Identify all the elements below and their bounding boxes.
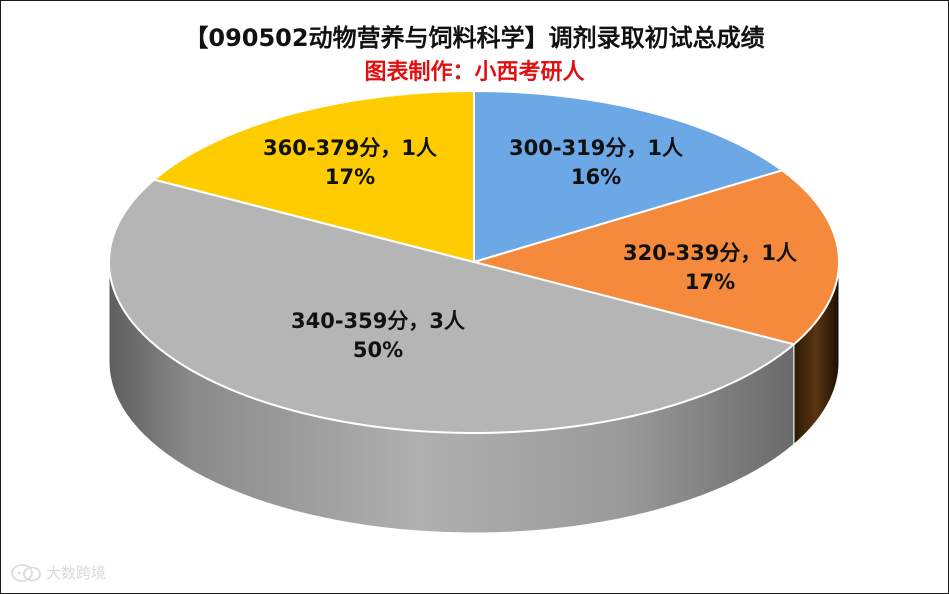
pie-slice-2 <box>473 169 840 346</box>
pie-tops <box>108 90 840 434</box>
slice-label-3: 340-359分，3人 <box>291 309 465 333</box>
slice-percent-1: 16% <box>571 165 621 189</box>
slice-percent-4: 17% <box>325 165 375 189</box>
pie-slice-4 <box>153 90 475 263</box>
slice-label-2: 320-339分，1人 <box>623 241 797 265</box>
watermark-text: 大数跨境 <box>46 564 107 582</box>
slice-label-4: 360-379分，1人 <box>263 136 437 160</box>
chart-title: 【090502动物营养与饲料科学】调剂录取初试总成绩 <box>184 24 765 52</box>
chat-bubble-logo-icon <box>11 563 41 582</box>
watermark: 大数跨境 <box>10 562 106 583</box>
pie-slice-3 <box>108 178 795 434</box>
slice-percent-3: 50% <box>353 338 403 362</box>
chart-subtitle: 图表制作：小西考研人 <box>364 60 585 85</box>
pie-slice-1 <box>473 90 784 263</box>
slice-label-1: 300-319分，1人 <box>509 136 683 160</box>
slice-percent-2: 17% <box>685 270 735 294</box>
pie-labels: 300-319分，1人 16% 320-339分，1人 17% 340-359分，3人 5… <box>263 136 797 362</box>
